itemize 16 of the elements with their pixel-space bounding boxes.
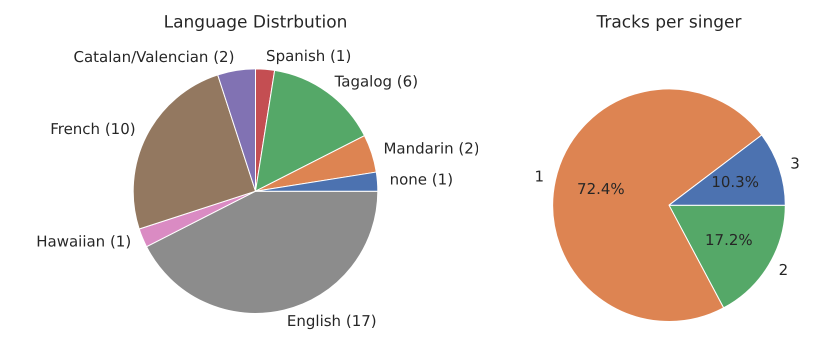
slice-label: 1 xyxy=(534,168,544,186)
slice-label: English (17) xyxy=(286,312,377,330)
slice-label: Catalan/Valencian (2) xyxy=(73,48,234,66)
data-label: 10.3% xyxy=(711,172,759,191)
slice-label: Hawaiian (1) xyxy=(36,232,132,251)
slice-label: French (10) xyxy=(50,120,136,138)
slice-label: 3 xyxy=(790,154,800,172)
slice-label: none (1) xyxy=(390,170,454,189)
chart-title: Tracks per singer xyxy=(596,12,742,33)
data-label: 72.4% xyxy=(577,180,625,198)
slice-label: Spanish (1) xyxy=(266,46,352,65)
data-label: 17.2% xyxy=(704,231,753,250)
chart-title: Language Distrbution xyxy=(164,12,348,33)
slice-label: Mandarin (2) xyxy=(383,140,480,158)
slice-label: Tagalog (6) xyxy=(334,72,418,90)
slice-label: 2 xyxy=(778,260,788,279)
